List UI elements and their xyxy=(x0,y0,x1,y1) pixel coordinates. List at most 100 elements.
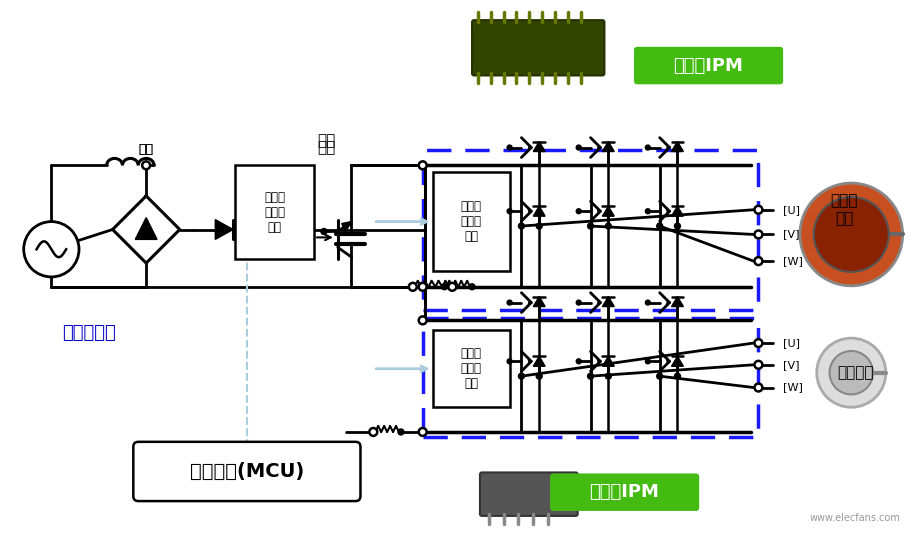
FancyBboxPatch shape xyxy=(133,442,360,501)
Text: 门极驱
动器及
保护: 门极驱 动器及 保护 xyxy=(460,200,481,243)
Circle shape xyxy=(754,384,762,391)
Text: 门极驱
动器及
保护: 门极驱 动器及 保护 xyxy=(460,347,481,390)
Circle shape xyxy=(448,283,456,291)
Circle shape xyxy=(587,223,593,229)
Circle shape xyxy=(408,283,416,291)
Text: 微控制器(MCU): 微控制器(MCU) xyxy=(189,462,303,481)
Circle shape xyxy=(754,231,762,238)
Polygon shape xyxy=(671,206,683,216)
Bar xyxy=(432,172,509,271)
Polygon shape xyxy=(666,146,669,149)
Text: 电容: 电容 xyxy=(316,133,335,148)
Circle shape xyxy=(605,223,610,229)
Circle shape xyxy=(24,222,79,277)
Circle shape xyxy=(398,429,403,435)
Circle shape xyxy=(605,373,610,379)
Circle shape xyxy=(754,206,762,213)
Polygon shape xyxy=(596,360,600,363)
Polygon shape xyxy=(112,196,179,263)
Circle shape xyxy=(518,223,524,229)
Polygon shape xyxy=(596,146,600,149)
Circle shape xyxy=(656,223,662,229)
Circle shape xyxy=(754,257,762,265)
Polygon shape xyxy=(596,301,600,305)
Circle shape xyxy=(536,223,541,229)
Circle shape xyxy=(575,359,581,364)
Text: 电容: 电容 xyxy=(316,140,335,155)
FancyBboxPatch shape xyxy=(550,473,698,511)
Circle shape xyxy=(754,339,762,347)
Circle shape xyxy=(506,300,512,305)
Circle shape xyxy=(575,300,581,305)
Polygon shape xyxy=(528,301,531,305)
Circle shape xyxy=(674,223,680,229)
Circle shape xyxy=(369,428,377,436)
Polygon shape xyxy=(602,142,614,151)
Polygon shape xyxy=(596,209,600,213)
Polygon shape xyxy=(215,219,233,239)
Circle shape xyxy=(816,338,885,407)
Circle shape xyxy=(418,161,426,169)
Polygon shape xyxy=(602,206,614,216)
Bar xyxy=(422,150,757,310)
Circle shape xyxy=(644,145,650,150)
Polygon shape xyxy=(666,301,669,305)
Circle shape xyxy=(469,284,474,290)
Polygon shape xyxy=(602,296,614,307)
Circle shape xyxy=(575,145,581,150)
Circle shape xyxy=(441,284,447,290)
Text: [V]: [V] xyxy=(782,360,799,370)
Circle shape xyxy=(321,229,326,234)
Circle shape xyxy=(754,361,762,369)
Polygon shape xyxy=(533,142,545,151)
Circle shape xyxy=(829,351,872,395)
Circle shape xyxy=(587,373,593,379)
Circle shape xyxy=(506,209,512,213)
Text: 电感: 电感 xyxy=(139,143,153,156)
Circle shape xyxy=(813,197,888,272)
Polygon shape xyxy=(671,296,683,307)
Text: [U]: [U] xyxy=(782,205,800,215)
Circle shape xyxy=(644,359,650,364)
Circle shape xyxy=(799,183,902,286)
Text: 电感: 电感 xyxy=(139,143,153,156)
Polygon shape xyxy=(533,206,545,216)
Polygon shape xyxy=(602,356,614,367)
Text: 噪声滤波器: 噪声滤波器 xyxy=(62,324,116,342)
FancyBboxPatch shape xyxy=(633,47,782,84)
FancyBboxPatch shape xyxy=(480,473,577,516)
Polygon shape xyxy=(533,296,545,307)
FancyBboxPatch shape xyxy=(471,20,604,75)
Text: [W]: [W] xyxy=(782,256,802,266)
Circle shape xyxy=(644,209,650,213)
Circle shape xyxy=(536,373,541,379)
Bar xyxy=(422,319,757,437)
Text: 变频器IPM: 变频器IPM xyxy=(588,483,658,501)
Circle shape xyxy=(674,373,680,379)
Bar xyxy=(432,330,509,407)
Circle shape xyxy=(518,373,524,379)
Circle shape xyxy=(418,316,426,324)
Text: 压缩机
电机: 压缩机 电机 xyxy=(830,194,857,226)
Bar xyxy=(234,165,313,259)
Text: [U]: [U] xyxy=(782,338,800,348)
Circle shape xyxy=(418,283,426,291)
Text: 变频器IPM: 变频器IPM xyxy=(673,57,743,74)
Text: [V]: [V] xyxy=(782,230,799,239)
Circle shape xyxy=(656,373,662,379)
Polygon shape xyxy=(666,360,669,363)
Polygon shape xyxy=(528,146,531,149)
Polygon shape xyxy=(671,142,683,151)
Text: 门极驱
动器及
保护: 门极驱 动器及 保护 xyxy=(264,191,285,234)
Circle shape xyxy=(506,359,512,364)
Circle shape xyxy=(575,209,581,213)
Text: 风扇电机: 风扇电机 xyxy=(836,365,872,380)
Text: www.elecfans.com: www.elecfans.com xyxy=(809,513,900,523)
Polygon shape xyxy=(533,356,545,367)
Polygon shape xyxy=(666,209,669,213)
Circle shape xyxy=(506,145,512,150)
Circle shape xyxy=(644,300,650,305)
Text: [W]: [W] xyxy=(782,383,802,392)
Polygon shape xyxy=(528,360,531,363)
Polygon shape xyxy=(135,218,157,239)
